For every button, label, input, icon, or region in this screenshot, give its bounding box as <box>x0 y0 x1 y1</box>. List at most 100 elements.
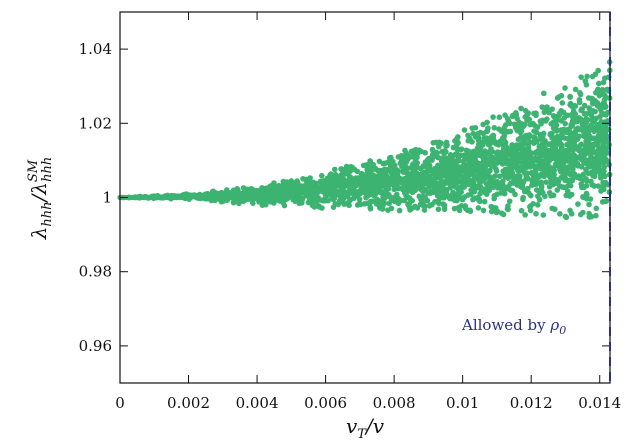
data-point <box>346 173 353 180</box>
data-point <box>588 116 595 123</box>
data-point <box>477 129 484 136</box>
data-point <box>538 120 544 127</box>
data-point <box>367 158 373 164</box>
data-point <box>506 186 512 192</box>
data-point <box>513 173 520 180</box>
data-point <box>551 155 558 161</box>
data-point <box>601 97 608 103</box>
data-point <box>593 212 599 219</box>
data-point <box>481 198 488 205</box>
data-point <box>323 196 330 203</box>
data-point <box>539 132 546 139</box>
data-point <box>376 158 383 165</box>
data-point <box>256 195 263 201</box>
data-point <box>238 197 244 203</box>
data-point <box>524 112 530 118</box>
data-point <box>562 120 569 127</box>
data-point <box>441 148 448 154</box>
data-point <box>596 92 603 99</box>
data-point <box>507 157 514 163</box>
data-point <box>467 207 473 214</box>
data-point <box>387 163 394 170</box>
data-point <box>562 156 569 162</box>
data-point <box>487 174 494 180</box>
data-point <box>594 154 601 161</box>
data-point <box>407 154 414 160</box>
data-point <box>388 168 394 174</box>
data-point <box>478 149 484 156</box>
y-axis-title: λhhh/λSMhhh <box>26 157 55 241</box>
data-point <box>409 205 416 211</box>
data-point <box>558 141 565 148</box>
data-point <box>418 196 424 203</box>
data-point <box>320 183 327 189</box>
y-tick-label: 1.02 <box>79 114 112 132</box>
data-point <box>547 165 554 172</box>
data-point <box>506 162 513 168</box>
data-point <box>515 159 521 165</box>
data-point <box>515 125 522 131</box>
data-point <box>298 183 305 189</box>
data-point <box>476 176 482 183</box>
data-point <box>598 150 605 157</box>
data-point <box>524 155 530 161</box>
data-point <box>582 78 589 84</box>
data-point <box>420 181 427 188</box>
data-point <box>501 186 508 193</box>
data-point <box>520 151 527 157</box>
x-tick-label: 0 <box>115 394 125 412</box>
data-point <box>421 203 428 209</box>
data-point <box>565 182 572 189</box>
data-point <box>441 206 448 213</box>
data-point <box>551 135 557 142</box>
data-point <box>542 140 549 146</box>
data-point <box>466 181 472 188</box>
data-point <box>342 180 349 186</box>
data-point <box>511 151 517 158</box>
data-point <box>527 121 534 128</box>
data-point <box>337 173 344 180</box>
data-point <box>481 135 487 142</box>
data-point <box>552 144 559 150</box>
data-point <box>284 193 291 200</box>
data-point <box>409 148 416 154</box>
data-point <box>477 184 484 190</box>
data-point <box>540 90 547 97</box>
data-point <box>543 179 549 185</box>
data-point <box>469 125 476 131</box>
data-point <box>440 179 447 186</box>
data-point <box>465 152 471 159</box>
data-point <box>578 164 585 170</box>
data-point <box>484 185 491 191</box>
data-point <box>230 199 237 206</box>
data-point <box>497 173 503 180</box>
data-point <box>505 206 511 213</box>
data-point <box>498 128 505 134</box>
data-point <box>418 173 425 180</box>
data-point <box>230 195 236 201</box>
data-point <box>307 175 313 181</box>
data-point <box>552 206 558 213</box>
data-point <box>526 190 532 196</box>
data-point <box>455 155 461 161</box>
data-point <box>514 179 520 186</box>
data-point <box>290 194 296 201</box>
data-point <box>531 176 538 182</box>
data-point <box>570 166 576 173</box>
data-point <box>586 137 592 144</box>
data-point <box>376 173 383 180</box>
data-point <box>461 127 468 133</box>
data-point <box>595 67 601 74</box>
data-point <box>450 173 456 180</box>
data-point <box>459 196 466 203</box>
data-point <box>316 197 322 203</box>
data-point <box>592 108 598 115</box>
data-point <box>458 146 464 153</box>
data-point <box>509 113 516 120</box>
data-point <box>580 171 587 178</box>
data-point <box>534 124 541 130</box>
data-point <box>594 137 601 144</box>
data-point <box>500 146 507 153</box>
data-point <box>367 204 374 211</box>
data-point <box>595 183 602 189</box>
